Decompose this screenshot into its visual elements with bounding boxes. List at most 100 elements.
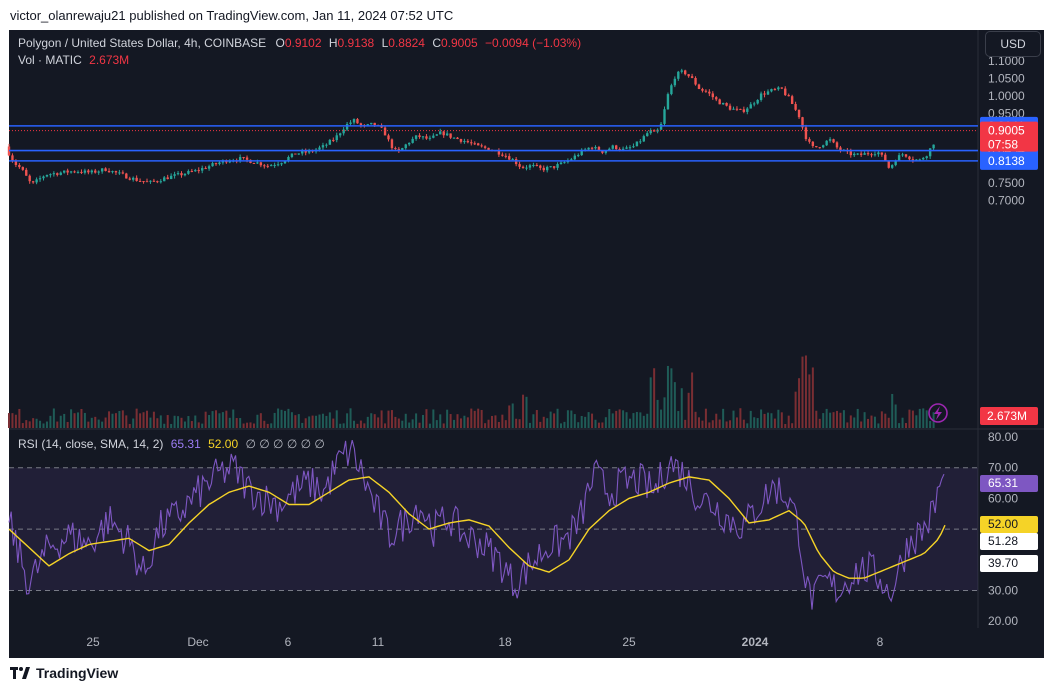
symbol-title[interactable]: Polygon / United States Dollar, 4h, COIN… xyxy=(18,36,267,50)
candle-body[interactable] xyxy=(414,135,418,139)
candle-body[interactable] xyxy=(735,108,739,110)
candle-body[interactable] xyxy=(445,133,449,136)
candle-body[interactable] xyxy=(442,131,445,136)
candle-body[interactable] xyxy=(866,153,870,155)
candle-body[interactable] xyxy=(238,157,242,161)
candle-body[interactable] xyxy=(266,165,269,167)
candle-body[interactable] xyxy=(849,151,852,156)
candle-body[interactable] xyxy=(532,165,535,167)
candle-body[interactable] xyxy=(94,170,97,173)
candle-body[interactable] xyxy=(90,170,93,173)
candle-body[interactable] xyxy=(190,170,194,172)
candle-body[interactable] xyxy=(321,145,325,148)
candle-body[interactable] xyxy=(642,136,645,142)
candle-body[interactable] xyxy=(470,142,473,144)
candle-body[interactable] xyxy=(456,137,459,140)
candle-body[interactable] xyxy=(759,93,763,100)
candle-body[interactable] xyxy=(473,143,476,145)
candle-body[interactable] xyxy=(349,122,352,124)
candle-body[interactable] xyxy=(556,164,559,168)
candle-body[interactable] xyxy=(152,180,156,182)
candle-body[interactable] xyxy=(928,148,932,157)
candle-body[interactable] xyxy=(701,88,704,91)
candle-body[interactable] xyxy=(352,119,356,123)
candle-body[interactable] xyxy=(704,90,708,92)
candle-body[interactable] xyxy=(187,170,190,174)
candle-body[interactable] xyxy=(587,147,590,150)
candle-body[interactable] xyxy=(601,151,604,153)
candle-body[interactable] xyxy=(715,97,718,100)
candle-body[interactable] xyxy=(197,170,200,172)
candle-body[interactable] xyxy=(870,154,873,156)
candle-body[interactable] xyxy=(539,165,542,168)
candle-body[interactable] xyxy=(873,154,877,156)
candle-body[interactable] xyxy=(63,170,66,173)
candle-body[interactable] xyxy=(832,139,835,143)
candle-body[interactable] xyxy=(922,158,925,160)
candle-body[interactable] xyxy=(366,124,369,126)
candle-body[interactable] xyxy=(194,170,197,172)
candle-body[interactable] xyxy=(259,162,263,166)
candle-body[interactable] xyxy=(525,167,528,169)
candle-body[interactable] xyxy=(932,144,935,149)
candle-body[interactable] xyxy=(459,139,463,142)
candle-body[interactable] xyxy=(69,171,73,173)
candle-body[interactable] xyxy=(573,155,576,160)
candle-body[interactable] xyxy=(528,165,532,168)
chart-frame[interactable] xyxy=(9,30,1044,658)
candle-body[interactable] xyxy=(563,162,566,164)
candle-body[interactable] xyxy=(242,157,245,159)
candle-body[interactable] xyxy=(518,164,521,167)
candle-body[interactable] xyxy=(59,172,62,175)
candle-body[interactable] xyxy=(356,119,359,124)
candle-body[interactable] xyxy=(856,153,859,155)
candle-body[interactable] xyxy=(425,136,428,139)
candle-body[interactable] xyxy=(394,148,397,150)
candle-body[interactable] xyxy=(345,123,349,130)
candle-body[interactable] xyxy=(342,129,345,134)
candle-body[interactable] xyxy=(659,123,663,130)
rsi-line[interactable] xyxy=(8,439,945,610)
candle-body[interactable] xyxy=(449,133,452,138)
candle-body[interactable] xyxy=(149,180,152,182)
candle-body[interactable] xyxy=(894,160,897,166)
candle-body[interactable] xyxy=(887,160,890,168)
candle-body[interactable] xyxy=(725,102,728,106)
candle-body[interactable] xyxy=(780,87,783,89)
candle-body[interactable] xyxy=(711,93,714,98)
candle-body[interactable] xyxy=(822,145,825,148)
candle-body[interactable] xyxy=(31,181,35,183)
candle-body[interactable] xyxy=(332,139,335,141)
candle-body[interactable] xyxy=(773,89,777,91)
candle-body[interactable] xyxy=(697,84,701,89)
candle-body[interactable] xyxy=(466,141,470,143)
candle-body[interactable] xyxy=(884,154,887,161)
candle-body[interactable] xyxy=(387,135,390,140)
candle-body[interactable] xyxy=(435,134,438,136)
candle-body[interactable] xyxy=(411,138,414,143)
candle-body[interactable] xyxy=(280,163,283,165)
candle-body[interactable] xyxy=(56,173,59,175)
candle-body[interactable] xyxy=(270,165,273,167)
candle-body[interactable] xyxy=(97,171,100,173)
candle-body[interactable] xyxy=(680,70,683,72)
candle-body[interactable] xyxy=(477,143,480,146)
candle-body[interactable] xyxy=(594,147,597,149)
candle-body[interactable] xyxy=(891,165,894,168)
tradingview-logo[interactable]: TradingView xyxy=(10,665,118,681)
candle-body[interactable] xyxy=(542,167,545,171)
candle-body[interactable] xyxy=(863,153,866,155)
candle-body[interactable] xyxy=(794,104,797,110)
candle-body[interactable] xyxy=(577,155,580,157)
candle-body[interactable] xyxy=(335,135,338,141)
candle-body[interactable] xyxy=(128,178,131,180)
candle-body[interactable] xyxy=(597,147,601,152)
candle-body[interactable] xyxy=(111,171,114,173)
candle-body[interactable] xyxy=(777,87,780,90)
candle-body[interactable] xyxy=(14,161,18,165)
candle-body[interactable] xyxy=(359,123,363,126)
candle-body[interactable] xyxy=(615,145,618,150)
candle-body[interactable] xyxy=(201,168,204,171)
candle-body[interactable] xyxy=(452,137,456,139)
candle-body[interactable] xyxy=(73,171,76,173)
